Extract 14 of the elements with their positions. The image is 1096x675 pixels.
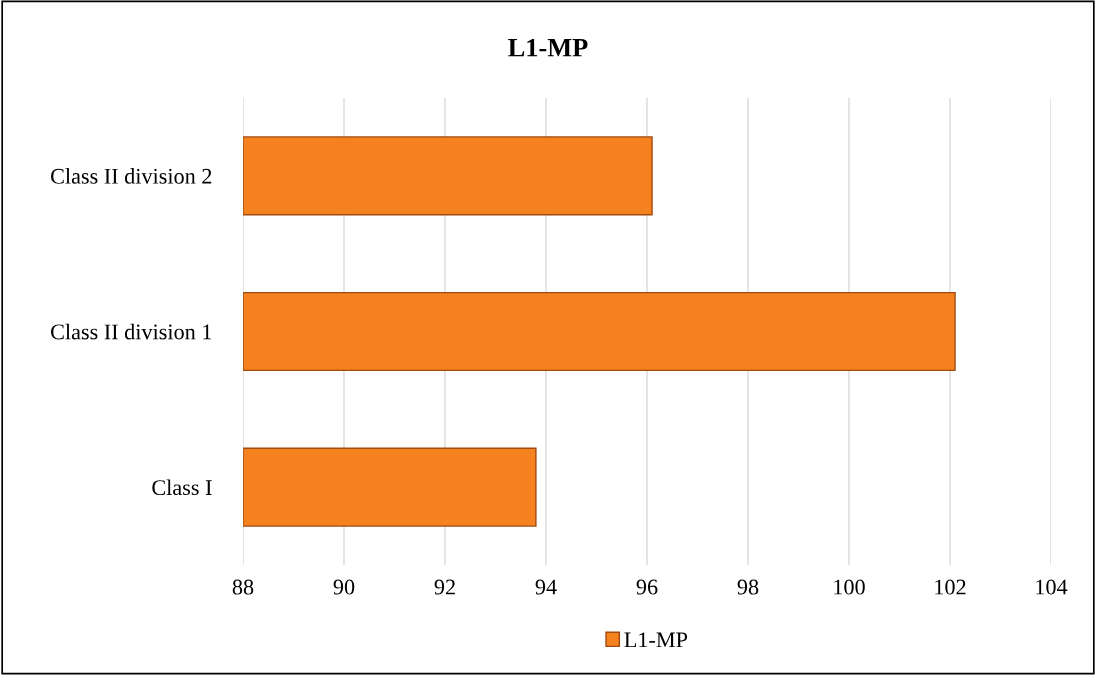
x-tick-label: 88	[232, 579, 254, 595]
x-tick-label: 102	[935, 579, 966, 595]
x-tick-label: 90	[333, 579, 355, 595]
x-tick-label: 94	[535, 579, 557, 595]
x-tick-label: 100	[834, 579, 865, 595]
y-tick-label: Class I	[152, 479, 212, 496]
x-tick-label: 98	[737, 579, 759, 595]
x-tick-label: 104	[1036, 579, 1068, 595]
legend-label: L1-MP	[624, 632, 688, 648]
x-tick-label: 92	[434, 579, 455, 595]
x-tick-label: 96	[636, 579, 658, 595]
chart-title: L1-MP	[508, 38, 588, 57]
y-tick-label: Class II division 2	[51, 168, 212, 184]
y-tick-label: Class II division 1	[51, 323, 212, 340]
